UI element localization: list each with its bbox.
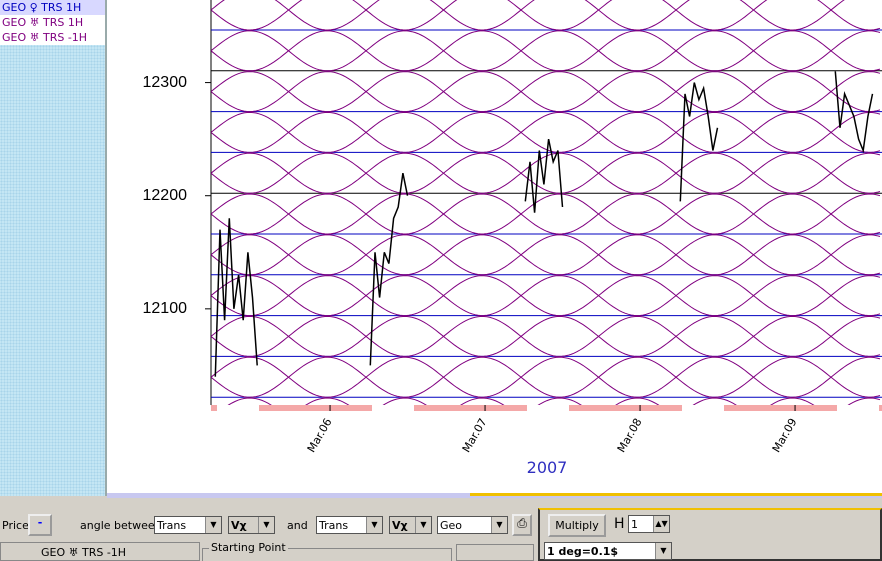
list-item[interactable]: GEO ♀ TRS 1H xyxy=(0,0,105,15)
wave-line xyxy=(211,0,845,31)
session-gaps xyxy=(211,405,882,411)
select-value: Geo xyxy=(440,519,463,532)
select-value: 1 deg=0.1$ xyxy=(547,545,619,558)
wave-line xyxy=(305,397,815,405)
list-item[interactable]: GEO ♅ TRS -1H xyxy=(0,30,105,45)
button[interactable]: - xyxy=(28,514,52,536)
spinbox[interactable]: 1 ▲▼ xyxy=(628,515,670,533)
wave-line xyxy=(211,193,881,235)
spin-value: 1 xyxy=(631,518,638,531)
select[interactable]: Trans ▼ xyxy=(154,516,222,534)
wave-line xyxy=(211,111,881,153)
print-button[interactable]: ⎙ xyxy=(512,514,532,536)
panel xyxy=(456,544,534,561)
select-value: Vχ xyxy=(231,519,247,532)
list-item[interactable]: GEO ♅ TRS 1H xyxy=(0,15,105,30)
wave-line xyxy=(211,315,881,357)
wave-line xyxy=(211,71,881,113)
wave-line xyxy=(211,193,881,235)
scroll-thumb[interactable] xyxy=(470,493,882,496)
wave-line xyxy=(211,315,881,357)
wave-line xyxy=(211,152,881,194)
select[interactable]: Trans ▼ xyxy=(316,516,383,534)
panel xyxy=(538,508,882,561)
y-tick-label: 12200 xyxy=(143,187,188,204)
wave-line xyxy=(211,30,881,72)
select[interactable]: Vχ ▼ xyxy=(228,516,275,534)
label: H xyxy=(614,516,625,532)
wave-line xyxy=(211,0,881,31)
select-value: Vχ xyxy=(392,519,408,532)
wave-line xyxy=(211,356,881,398)
toolbar: Price: - angle between Trans ▼ Vχ ▼ and Tr… xyxy=(0,498,882,561)
wave-line xyxy=(211,30,881,72)
wave-line xyxy=(227,397,881,405)
tab[interactable]: GEO ♅ TRS -1H xyxy=(0,542,200,561)
tab-label: GEO ♅ TRS -1H xyxy=(41,546,127,559)
label: Price: xyxy=(2,519,33,532)
select[interactable]: Geo ▼ xyxy=(437,516,508,534)
button[interactable]: Multiply xyxy=(548,514,606,537)
label: and xyxy=(287,519,308,532)
wave-line xyxy=(211,234,881,276)
wave-line xyxy=(211,152,881,194)
group-title: Starting Point xyxy=(209,541,288,554)
wave-line xyxy=(211,275,881,317)
wave-line xyxy=(211,275,881,317)
price-line xyxy=(214,71,874,377)
label: angle between xyxy=(80,519,162,532)
wave-line xyxy=(211,111,881,153)
select[interactable]: 1 deg=0.1$ ▼ xyxy=(544,542,672,560)
select-value: Trans xyxy=(319,519,349,532)
wave-line xyxy=(211,356,881,398)
indicator-list: GEO ♀ TRS 1H GEO ♅ TRS 1H GEO ♅ TRS -1H xyxy=(0,0,107,496)
wave-line xyxy=(211,234,881,276)
group-box: Starting Point xyxy=(202,541,452,561)
select[interactable]: Vχ ▼ xyxy=(389,516,432,534)
x-axis-label: 2007 xyxy=(527,458,568,477)
select-value: Trans xyxy=(157,519,187,532)
wave-line xyxy=(211,71,881,113)
y-tick-label: 12100 xyxy=(143,300,188,317)
y-tick-label: 12300 xyxy=(143,74,188,91)
